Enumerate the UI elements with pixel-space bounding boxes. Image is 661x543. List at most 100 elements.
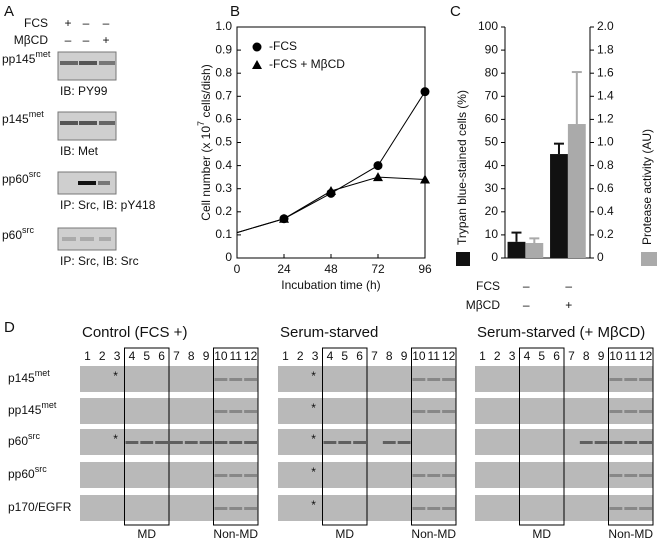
blot-target-base: pp60 [2, 172, 29, 186]
blot-band [98, 181, 110, 185]
blot-band [639, 474, 652, 477]
blot-band [229, 441, 243, 444]
condition-sign: – [523, 279, 530, 293]
blot-band [397, 441, 411, 444]
blot [57, 111, 117, 141]
treatment-sign: – [65, 33, 72, 47]
blot-band [60, 61, 78, 65]
blot-band [609, 410, 623, 413]
row-label: p60src [8, 431, 41, 448]
y-tick-label: 100 [478, 19, 498, 33]
blot-band [80, 237, 94, 241]
row-label-base: p60 [8, 434, 28, 448]
lane-number: 8 [583, 349, 590, 363]
y-tick-label: 0.8 [215, 65, 232, 79]
y2-tick-label: 2.0 [597, 19, 614, 33]
lane-number: 1 [479, 349, 486, 363]
blot-target-base: p60 [2, 228, 22, 242]
blot-band [624, 474, 638, 477]
lane-number: 4 [129, 349, 136, 363]
bar [525, 242, 544, 258]
fraction-label: Non-MD [608, 527, 653, 541]
data-point [373, 172, 383, 182]
legend-label: -FCS [269, 39, 297, 53]
blot-target-base: pp145 [2, 52, 36, 66]
blot-band [79, 121, 97, 125]
blot-band [229, 474, 243, 477]
blot-caption: IB: PY99 [60, 84, 108, 98]
y2-tick-label: 1.2 [597, 112, 614, 126]
blot-band [382, 441, 396, 444]
row-label-base: p145 [8, 371, 35, 385]
blot-band [244, 474, 257, 477]
blot-band [412, 474, 426, 477]
treatment-sign: + [64, 16, 71, 30]
blot-band [60, 121, 78, 125]
lane-number: 11 [625, 349, 638, 363]
legend-marker [252, 60, 262, 69]
blot-band [229, 507, 243, 510]
blot-band [338, 441, 352, 444]
blot-caption: IB: Met [60, 144, 99, 158]
legend-marker [252, 42, 262, 52]
y-tick-label: 30 [485, 181, 499, 195]
group-title: Serum-starved (+ MβCD) [477, 324, 645, 341]
lane-number: 11 [230, 349, 243, 363]
y-axis-label-rest: cells/dish) [199, 64, 213, 121]
y-tick-label: 0 [225, 250, 232, 264]
x-tick-label: 48 [324, 262, 338, 276]
treatment-sign: + [102, 33, 109, 47]
panel-label: A [4, 3, 14, 20]
md-box [124, 347, 170, 526]
y-tick-label: 0.5 [215, 135, 232, 149]
lane-number: 5 [538, 349, 545, 363]
treatment-sign: – [83, 33, 90, 47]
blot-band [79, 61, 97, 65]
y2-axis-label: Protease activity (AU) [640, 129, 654, 245]
asterisk: * [113, 369, 118, 383]
lane-number: 4 [327, 349, 334, 363]
blot-band [155, 441, 168, 444]
bar [550, 154, 568, 258]
blot-band [214, 378, 228, 381]
lane-number: 3 [312, 349, 319, 363]
blot-band [229, 410, 243, 413]
y-tick-label: 0.4 [215, 158, 232, 172]
y2-tick-label: 1.0 [597, 135, 614, 149]
blot-target-base: p145 [2, 112, 29, 126]
lane-number: 9 [401, 349, 408, 363]
row-label-sup: met [41, 400, 57, 410]
y-tick-label: 0.1 [215, 227, 232, 241]
y-tick-label: 70 [485, 88, 499, 102]
bar [507, 241, 526, 258]
blot-band [427, 507, 441, 510]
row-label-base: p170/EGFR [8, 500, 72, 514]
blot-band [442, 410, 455, 413]
blot [57, 51, 117, 81]
lane-number: 3 [114, 349, 121, 363]
blot-band [639, 507, 652, 510]
data-point [420, 87, 430, 97]
y-tick-label: 0 [491, 250, 498, 264]
x-axis-label: Incubation time (h) [281, 278, 380, 292]
blot-band [427, 410, 441, 413]
lane-number: 6 [356, 349, 363, 363]
x-tick-label: 96 [418, 262, 432, 276]
legend-label: -FCS + MβCD [269, 57, 345, 71]
y-axis-label: Cell number (x 107 cells/dish) [196, 64, 213, 220]
lane-number: 8 [188, 349, 195, 363]
blot-band [412, 410, 426, 413]
non-md-box [608, 347, 654, 526]
lane-number: 2 [494, 349, 501, 363]
non-md-box [213, 347, 259, 526]
lane-number: 12 [244, 349, 258, 363]
blot-band [229, 378, 243, 381]
row-label-sup: src [35, 464, 47, 474]
y-tick-label: 0.7 [215, 88, 232, 102]
group-title: Control (FCS +) [82, 324, 187, 341]
blot-target: p60src [2, 225, 35, 242]
blot-band [609, 474, 623, 477]
blot-target: p145met [2, 109, 44, 126]
y2-tick-label: 1.4 [597, 88, 614, 102]
row-label: pp145met [8, 400, 57, 417]
